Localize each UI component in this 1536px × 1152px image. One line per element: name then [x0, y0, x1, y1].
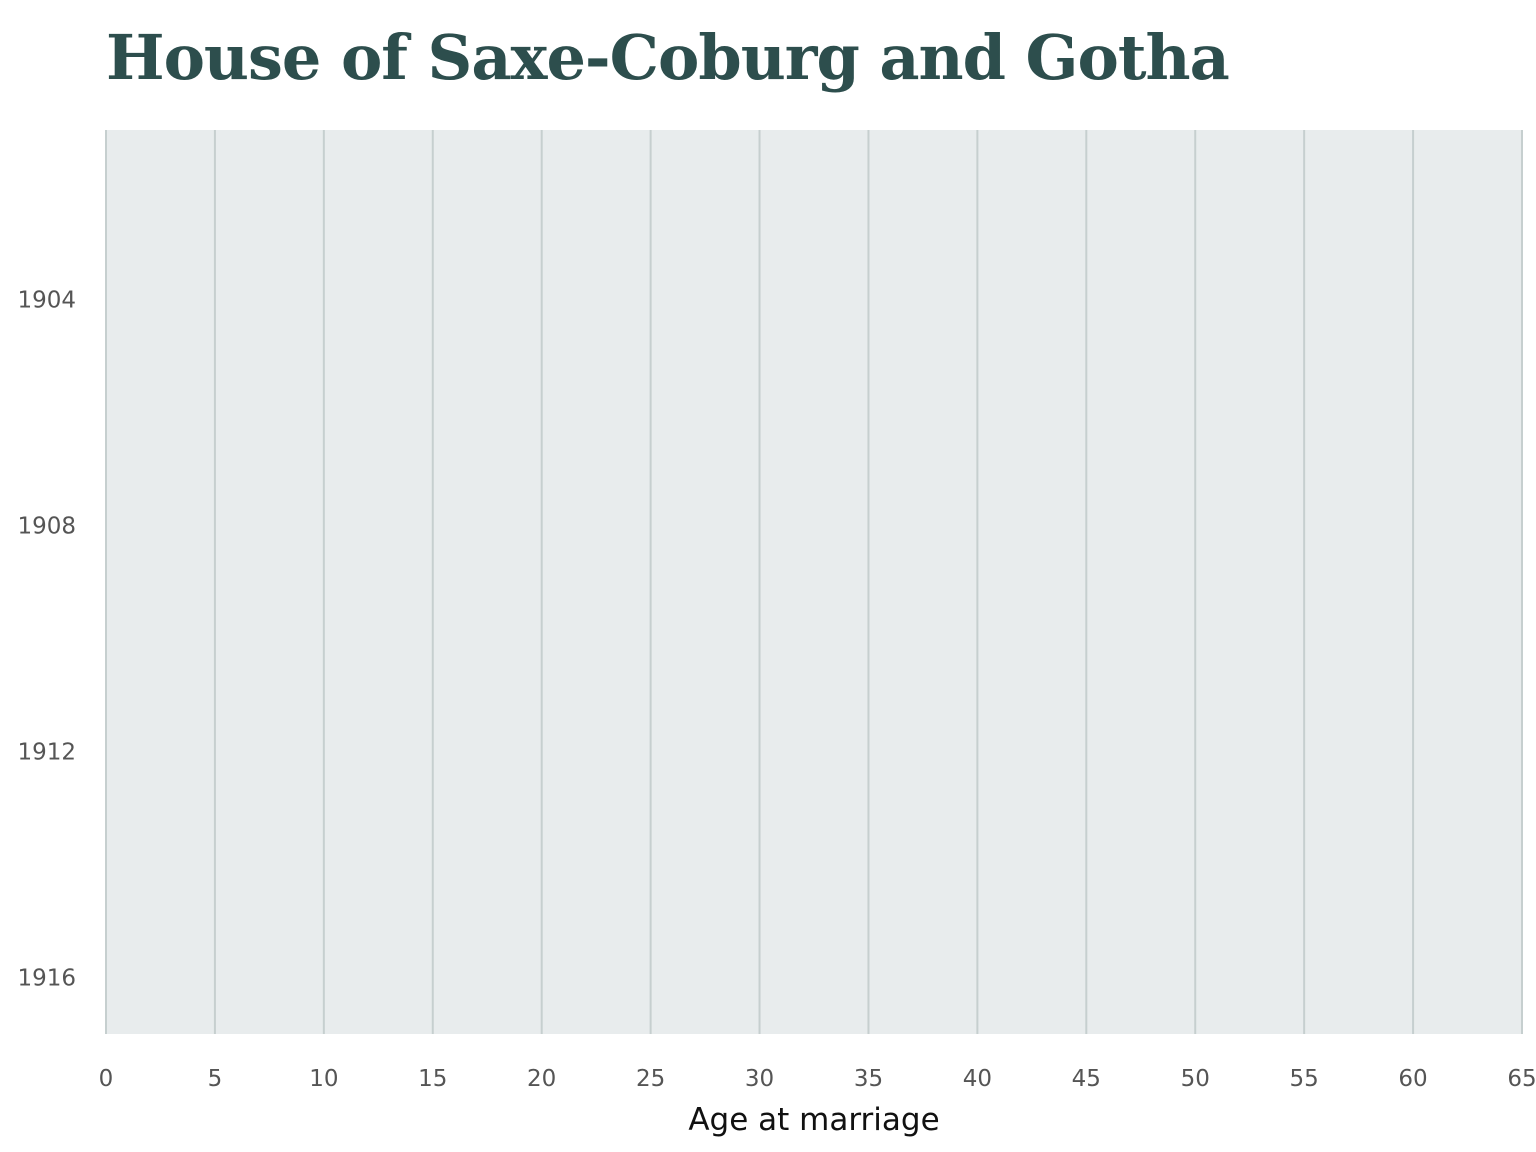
x-tick-label: 50 [1181, 1066, 1210, 1092]
x-axis-ticks: 0 5 10 15 20 25 30 35 40 45 50 55 60 65 [99, 1066, 1536, 1092]
x-tick-label: 0 [99, 1066, 114, 1092]
x-tick-label: 45 [1072, 1066, 1101, 1092]
x-tick-label: 40 [963, 1066, 992, 1092]
x-tick-label: 15 [418, 1066, 447, 1092]
x-tick-label: 60 [1398, 1066, 1427, 1092]
gridlines [105, 130, 1523, 1034]
x-tick-label: 35 [854, 1066, 883, 1092]
y-axis-ticks: 1904 1908 1912 1916 [17, 288, 76, 992]
x-tick-label: 30 [745, 1066, 774, 1092]
plot-background [106, 130, 1522, 1034]
y-tick-label: 1912 [17, 740, 76, 766]
y-tick-label: 1908 [17, 514, 76, 540]
x-tick-label: 25 [636, 1066, 665, 1092]
y-tick-label: 1904 [17, 288, 76, 314]
x-tick-label: 65 [1507, 1066, 1536, 1092]
x-tick-label: 5 [208, 1066, 223, 1092]
y-tick-label: 1916 [17, 966, 76, 992]
x-axis-label: Age at marriage [688, 1102, 939, 1138]
x-tick-label: 10 [309, 1066, 338, 1092]
chart-title: House of Saxe-Coburg and Gotha [106, 21, 1230, 94]
x-tick-label: 55 [1290, 1066, 1319, 1092]
x-tick-label: 20 [527, 1066, 556, 1092]
